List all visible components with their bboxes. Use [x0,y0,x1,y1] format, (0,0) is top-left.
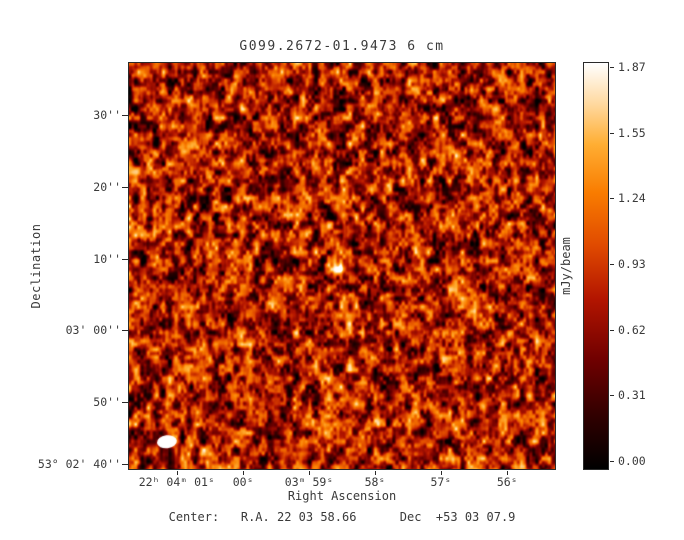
colorbar-tick-mark [610,198,614,200]
center-caption: Center: R.A. 22 03 58.66 Dec +53 03 07.9 [168,510,516,524]
y-axis-label: Declination [29,223,43,309]
x-tick-label: 56ˢ [496,475,518,489]
y-tick-mark [122,258,128,260]
colorbar-tick-mark [610,395,614,397]
y-tick-mark [122,463,128,465]
colorbar-tick-label: 1.55 [618,125,646,140]
colorbar-tick-label: 0.93 [618,257,646,271]
y-tick-label: 53° 02' 40'' [37,456,121,471]
x-tick-label: 57ˢ [430,475,452,489]
x-tick-mark [440,471,442,475]
colorbar [583,62,609,470]
y-tick-mark [122,402,128,404]
y-tick-label: 03' 00'' [65,323,121,338]
colorbar-tick-mark [610,329,614,331]
y-tick-mark [122,330,128,332]
y-tick-label: 30'' [93,108,121,123]
x-tick-label: 00ˢ [232,475,254,489]
heatmap-canvas [129,63,555,469]
x-tick-label: 58ˢ [364,475,386,489]
y-tick-label: 20'' [93,179,121,194]
colorbar-gradient [584,63,608,469]
colorbar-tick-label: 0.62 [618,322,646,337]
x-tick-mark [309,471,311,475]
x-tick-label: 22ʰ 04ᵐ 01ˢ [138,475,215,489]
y-tick-label: 50'' [93,395,121,410]
x-tick-mark [507,471,509,475]
colorbar-tick-mark [610,264,614,265]
colorbar-tick-mark [610,461,614,462]
y-tick-mark [122,115,128,117]
figure-title: G099.2672-01.9473 6 cm [239,39,445,54]
x-tick-mark [176,471,178,475]
colorbar-tick-label: 0.00 [618,454,646,468]
x-tick-mark [243,471,245,475]
y-tick-mark [122,186,128,188]
x-tick-mark [374,471,376,475]
colorbar-tick-label: 1.24 [618,191,646,206]
colorbar-tick-label: 1.87 [618,60,646,74]
colorbar-label: mJy/beam [559,237,573,295]
heatmap-plot [128,62,556,470]
colorbar-tick-mark [610,132,614,134]
x-axis-label: Right Ascension [287,489,397,503]
colorbar-tick-mark [610,67,614,68]
x-tick-label: 03ᵐ 59ˢ [284,475,334,489]
colorbar-tick-label: 0.31 [618,388,646,403]
y-tick-label: 10'' [93,251,121,266]
